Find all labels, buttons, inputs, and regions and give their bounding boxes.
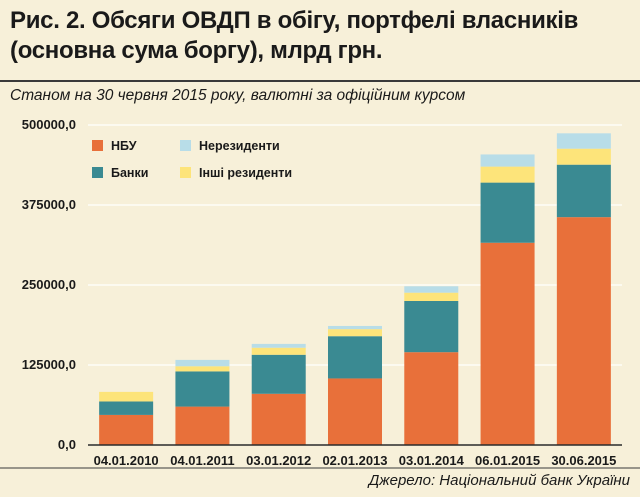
bar-segment <box>328 378 382 445</box>
bar-segment <box>404 352 459 445</box>
y-tick-label: 500000,0 <box>22 117 76 132</box>
bar-segment <box>556 148 611 165</box>
title-divider <box>0 80 640 82</box>
source-note: Джерело: Національний банк України <box>368 472 630 489</box>
bar-segment <box>175 366 230 372</box>
bar-segment <box>480 242 535 445</box>
legend-swatch <box>180 140 191 151</box>
bar-segment <box>480 166 535 183</box>
bar-segment <box>480 154 535 167</box>
x-tick-label: 30.06.2015 <box>551 453 616 468</box>
legend-label: НБУ <box>111 139 137 153</box>
bar-segment <box>251 343 306 348</box>
x-tick-label: 03.01.2012 <box>246 453 311 468</box>
legend-label: Інші резиденти <box>199 166 292 180</box>
y-tick-label: 125000,0 <box>22 357 76 372</box>
x-tick-label: 02.01.2013 <box>322 453 387 468</box>
chart-title-line2: (основна сума боргу), млрд грн. <box>10 37 383 64</box>
x-tick-label: 04.01.2010 <box>94 453 159 468</box>
bar-segment <box>556 217 611 445</box>
bar-segment <box>556 164 611 218</box>
chart-subtitle: Станом на 30 червня 2015 року, валютні з… <box>10 87 466 104</box>
x-tick-label: 04.01.2011 <box>170 453 234 468</box>
bar-segment <box>251 354 306 394</box>
legend-swatch <box>180 167 191 178</box>
bar-segment <box>328 329 382 337</box>
bar-segment <box>328 325 382 330</box>
bar-segment <box>556 133 611 149</box>
bar-segment <box>99 391 154 402</box>
bar-segment <box>251 347 306 355</box>
bar-segment <box>404 301 459 353</box>
x-tick-label: 03.01.2014 <box>399 453 465 468</box>
y-tick-label: 375000,0 <box>22 197 76 212</box>
legend-swatch <box>92 167 103 178</box>
bar-segment <box>404 286 459 293</box>
y-tick-label: 250000,0 <box>22 277 76 292</box>
bar-segment <box>175 406 230 445</box>
chart-title: Рис. 2. Обсяги ОВДП в обігу, портфелі вл… <box>10 6 630 66</box>
bar-segment <box>175 371 230 407</box>
legend-swatch <box>92 140 103 151</box>
bar-segment <box>99 414 154 445</box>
legend-label: Банки <box>111 166 148 180</box>
bar-segment <box>175 359 230 367</box>
bar-segment <box>328 336 382 379</box>
legend-label: Нерезиденти <box>199 139 280 153</box>
bar-segment <box>251 393 306 445</box>
bar-segment <box>99 401 154 415</box>
bar-segment <box>404 292 459 301</box>
x-tick-label: 06.01.2015 <box>475 453 540 468</box>
chart-title-line1: Рис. 2. Обсяги ОВДП в обігу, портфелі вл… <box>10 7 579 34</box>
bar-segment <box>480 182 535 243</box>
y-tick-label: 0,0 <box>58 437 76 452</box>
